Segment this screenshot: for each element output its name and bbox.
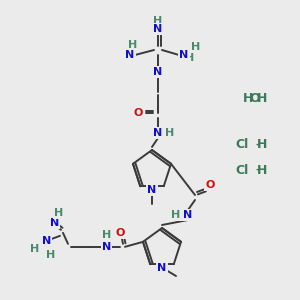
Text: H: H [257, 92, 267, 104]
Text: O: O [250, 92, 260, 104]
Text: N: N [158, 263, 166, 273]
Text: -: - [252, 165, 260, 175]
Text: H: H [165, 128, 175, 138]
Text: H: H [171, 210, 181, 220]
Text: O: O [205, 180, 215, 190]
Text: -: - [252, 140, 260, 150]
Text: N: N [102, 242, 112, 252]
Text: N: N [179, 50, 189, 60]
Text: H: H [102, 230, 112, 240]
Text: H: H [128, 40, 138, 50]
Text: H: H [46, 250, 56, 260]
Text: N: N [147, 185, 157, 195]
Text: H: H [243, 92, 253, 104]
Text: N: N [50, 218, 60, 228]
Text: H: H [30, 244, 40, 254]
Text: H: H [257, 164, 267, 176]
Text: H: H [191, 42, 201, 52]
Text: H: H [153, 16, 163, 26]
Text: Cl: Cl [236, 139, 249, 152]
Text: N: N [42, 236, 52, 246]
Text: Cl: Cl [236, 164, 249, 176]
Text: N: N [153, 67, 163, 77]
Text: N: N [183, 210, 193, 220]
Text: O: O [115, 228, 125, 238]
Text: H: H [185, 53, 195, 63]
Text: H: H [54, 208, 64, 218]
Text: N: N [125, 50, 135, 60]
Text: H: H [257, 139, 267, 152]
Text: N: N [153, 24, 163, 34]
Text: O: O [133, 108, 143, 118]
Text: N: N [153, 128, 163, 138]
